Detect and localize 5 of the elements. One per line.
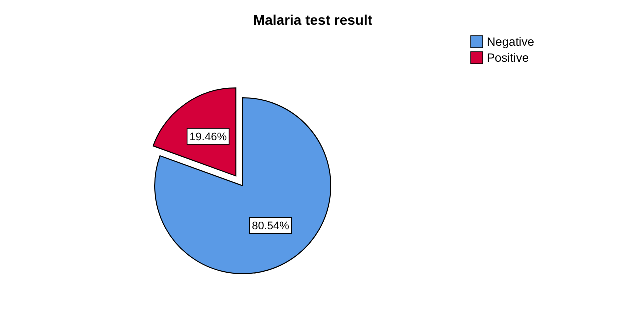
chart-title: Malaria test result — [253, 12, 373, 28]
legend-label: Positive — [487, 51, 530, 65]
data-label: 19.46% — [190, 132, 228, 144]
legend-label: Negative — [487, 35, 535, 49]
data-label: 80.54% — [252, 220, 290, 233]
